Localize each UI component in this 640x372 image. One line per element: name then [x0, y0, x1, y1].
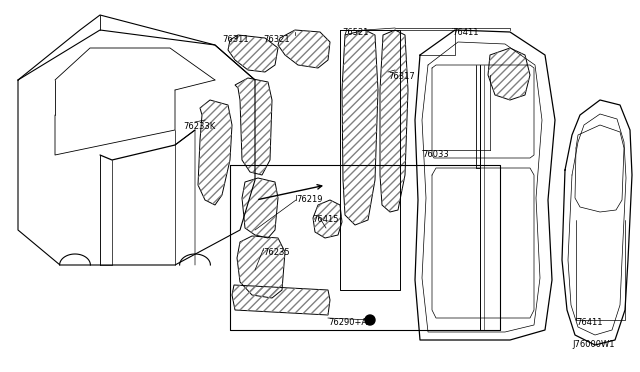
Circle shape [365, 315, 375, 325]
Text: 76311: 76311 [222, 35, 248, 44]
Text: 76317: 76317 [388, 72, 415, 81]
Text: 76321: 76321 [263, 35, 290, 44]
Text: 76411: 76411 [452, 28, 479, 37]
Text: 76219: 76219 [296, 195, 323, 204]
Text: 76290+A: 76290+A [328, 318, 367, 327]
Text: 76033: 76033 [422, 150, 449, 159]
Text: 76233K: 76233K [183, 122, 215, 131]
Text: 76521: 76521 [342, 28, 369, 37]
Text: 76415: 76415 [312, 215, 339, 224]
Text: 76411: 76411 [576, 318, 602, 327]
Text: 76235: 76235 [263, 248, 290, 257]
Text: J76000W1: J76000W1 [572, 340, 614, 349]
